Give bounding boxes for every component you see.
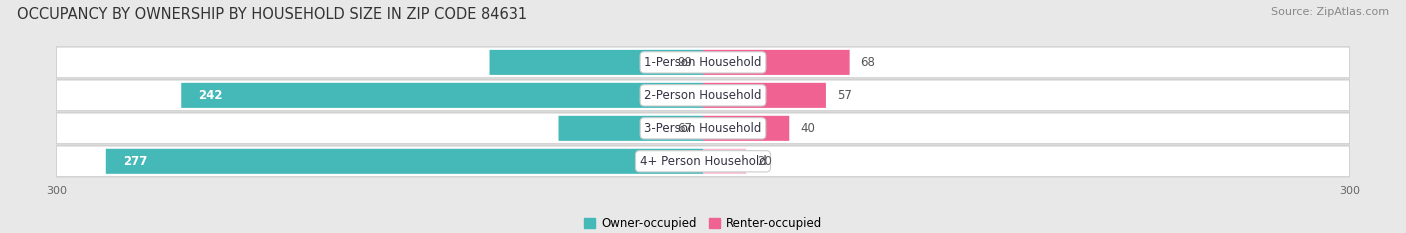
FancyBboxPatch shape <box>703 83 825 108</box>
FancyBboxPatch shape <box>105 149 703 174</box>
Text: 2-Person Household: 2-Person Household <box>644 89 762 102</box>
Text: 99: 99 <box>678 56 692 69</box>
Text: 67: 67 <box>678 122 692 135</box>
FancyBboxPatch shape <box>703 116 789 141</box>
FancyBboxPatch shape <box>56 146 1350 177</box>
FancyBboxPatch shape <box>489 50 703 75</box>
Text: OCCUPANCY BY OWNERSHIP BY HOUSEHOLD SIZE IN ZIP CODE 84631: OCCUPANCY BY OWNERSHIP BY HOUSEHOLD SIZE… <box>17 7 527 22</box>
Text: Source: ZipAtlas.com: Source: ZipAtlas.com <box>1271 7 1389 17</box>
Text: 40: 40 <box>800 122 815 135</box>
Text: 57: 57 <box>837 89 852 102</box>
FancyBboxPatch shape <box>56 80 1350 111</box>
FancyBboxPatch shape <box>703 149 747 174</box>
Text: 3-Person Household: 3-Person Household <box>644 122 762 135</box>
Text: 242: 242 <box>198 89 224 102</box>
Text: 4+ Person Household: 4+ Person Household <box>640 155 766 168</box>
Legend: Owner-occupied, Renter-occupied: Owner-occupied, Renter-occupied <box>579 212 827 233</box>
Text: 277: 277 <box>124 155 148 168</box>
FancyBboxPatch shape <box>703 50 849 75</box>
Text: 68: 68 <box>860 56 876 69</box>
Text: 20: 20 <box>756 155 772 168</box>
FancyBboxPatch shape <box>558 116 703 141</box>
Text: 1-Person Household: 1-Person Household <box>644 56 762 69</box>
FancyBboxPatch shape <box>56 47 1350 78</box>
FancyBboxPatch shape <box>56 113 1350 144</box>
FancyBboxPatch shape <box>181 83 703 108</box>
